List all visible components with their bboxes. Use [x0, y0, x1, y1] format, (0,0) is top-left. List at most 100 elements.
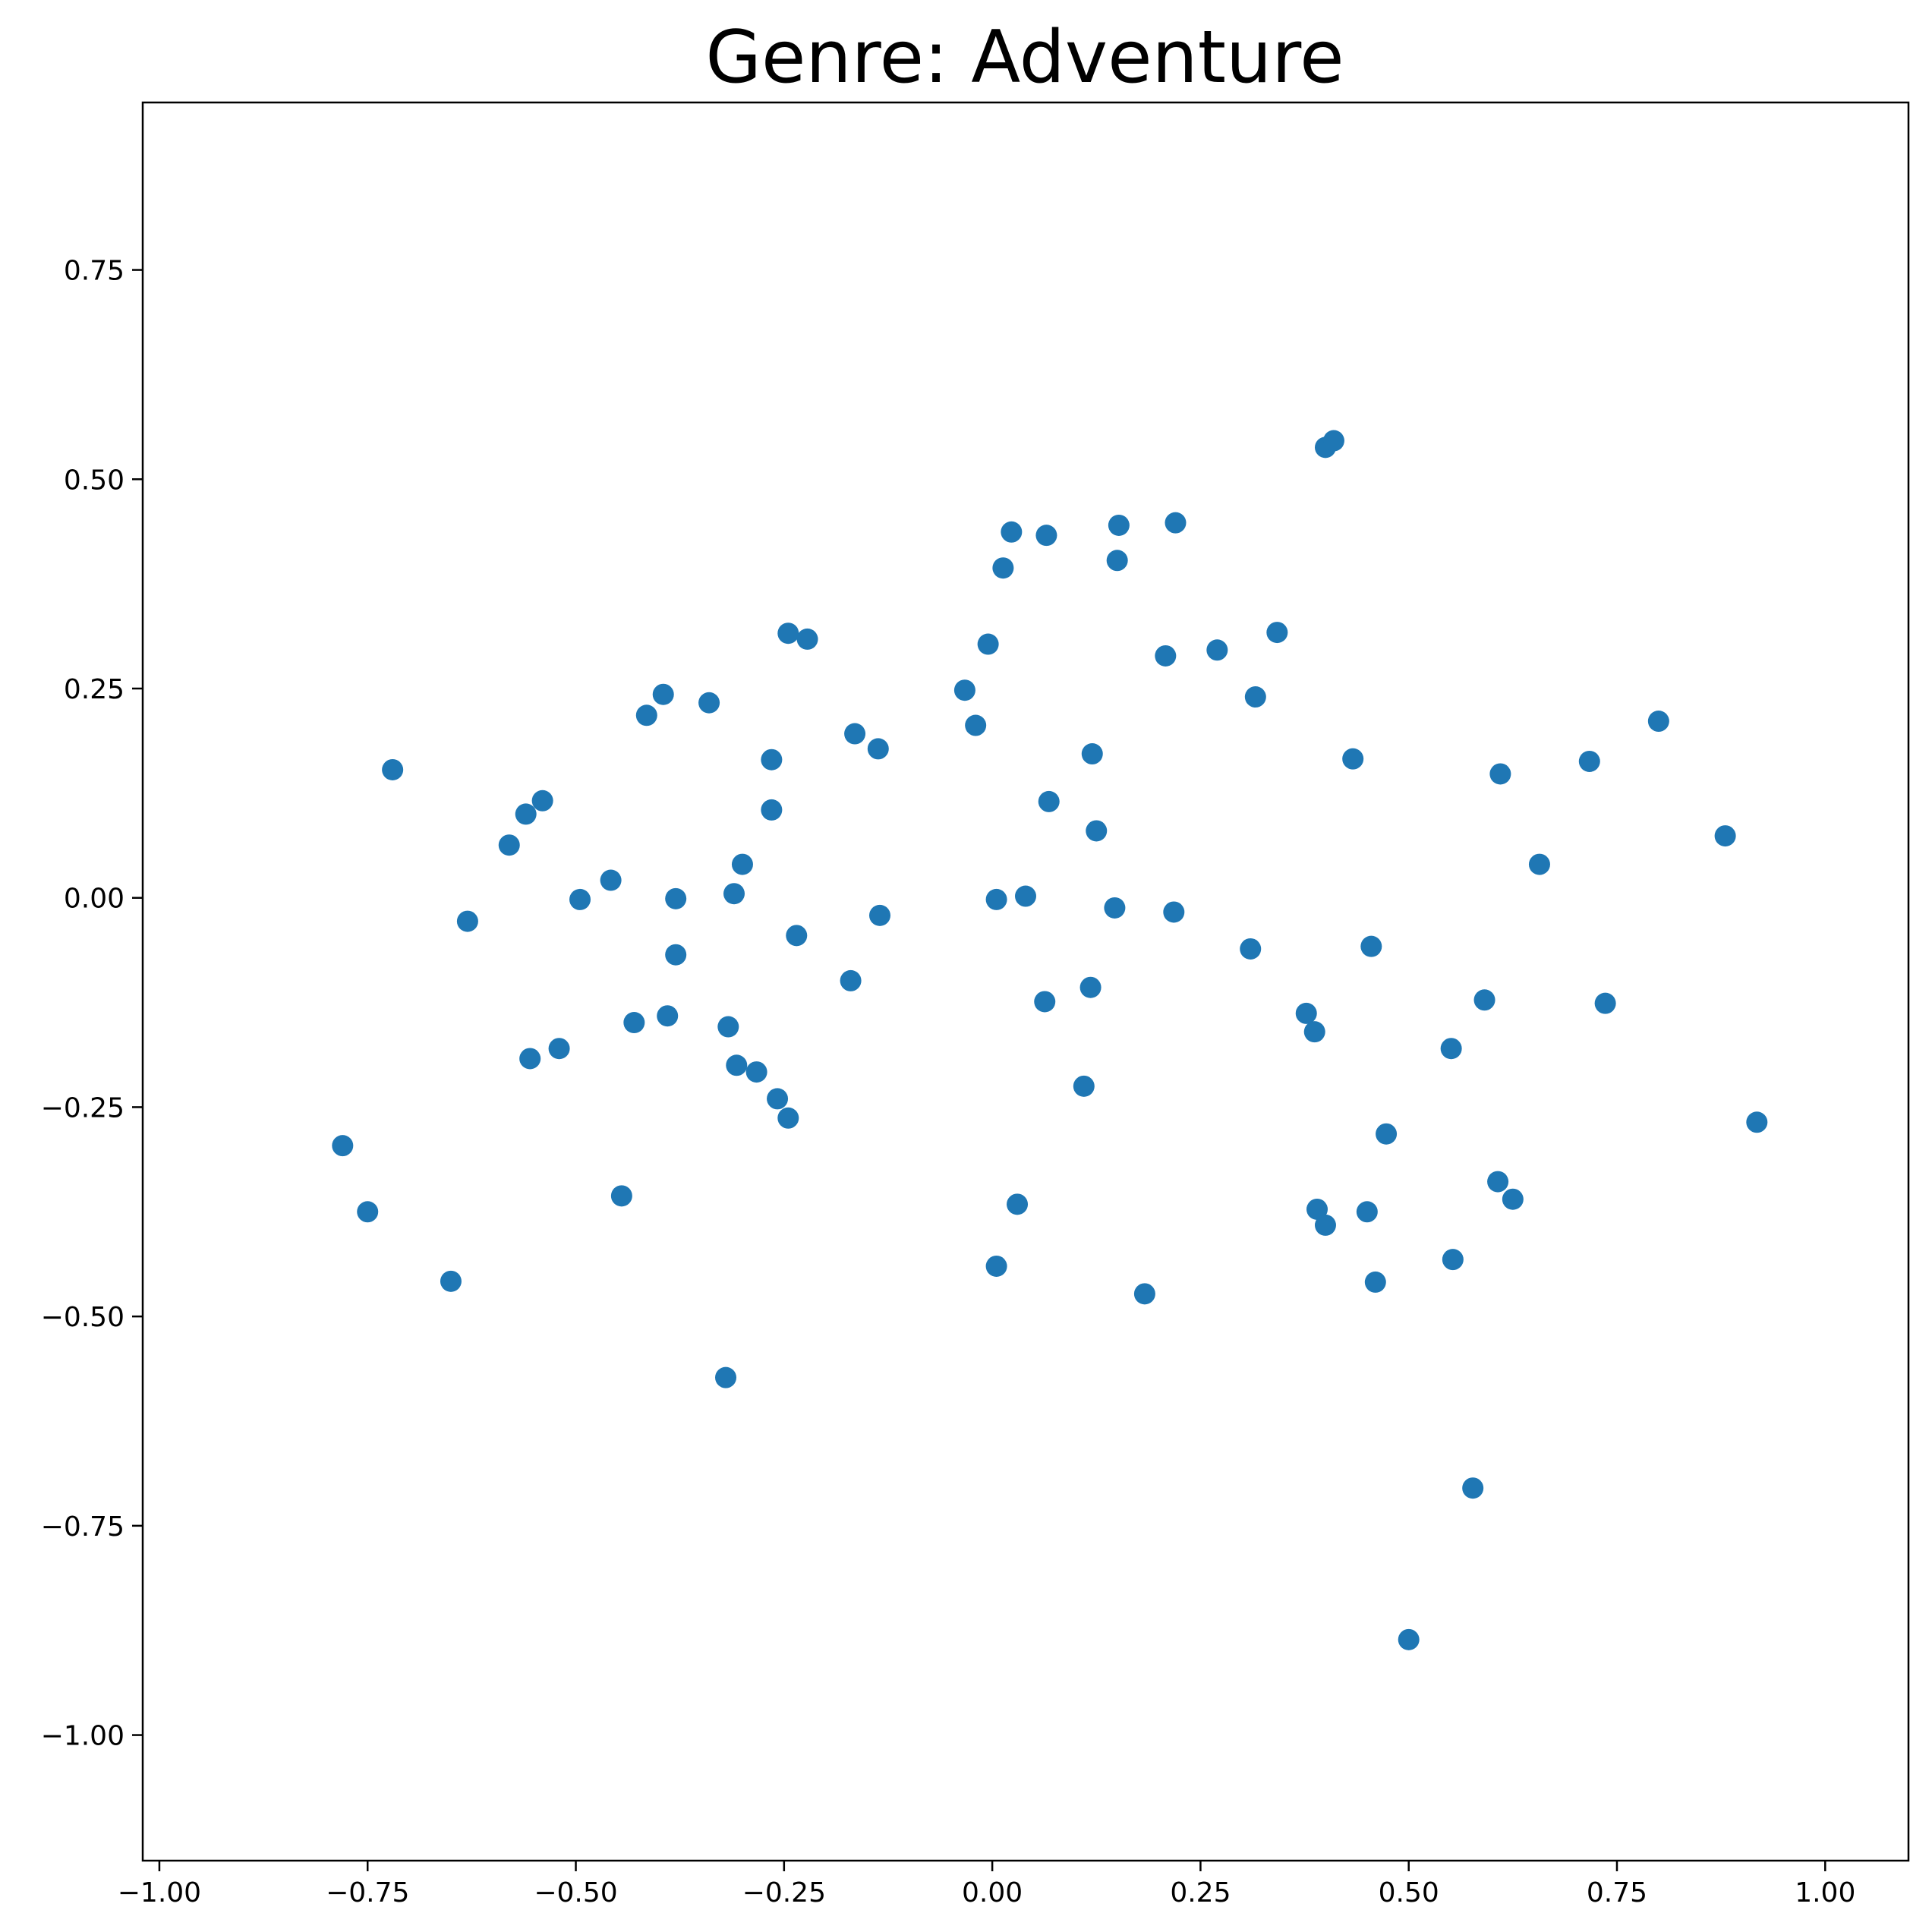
y-tick-label: −0.75 — [41, 1511, 124, 1543]
scatter-point — [1647, 711, 1669, 733]
scatter-point — [1001, 521, 1023, 543]
scatter-point — [1303, 1021, 1325, 1043]
scatter-point — [698, 692, 720, 714]
scatter-point — [1206, 639, 1228, 661]
scatter-point — [1342, 748, 1364, 770]
y-tick-label: 0.50 — [64, 465, 124, 496]
scatter-point — [515, 803, 537, 825]
scatter-point — [1295, 1002, 1317, 1024]
scatter-point — [1007, 1193, 1029, 1215]
scatter-point — [1038, 790, 1060, 812]
y-tick-label: 0.00 — [64, 884, 124, 915]
scatter-point — [1165, 512, 1187, 534]
scatter-point — [1528, 853, 1550, 875]
scatter-point — [665, 944, 687, 966]
scatter-point — [844, 723, 866, 745]
scatter-point — [1594, 992, 1616, 1014]
scatter-point — [1473, 989, 1495, 1011]
scatter-point — [1104, 897, 1126, 919]
scatter-point — [357, 1201, 379, 1223]
scatter-point — [731, 853, 753, 875]
scatter-point — [1440, 1038, 1462, 1060]
scatter-point — [519, 1048, 541, 1070]
scatter-point — [1108, 514, 1130, 536]
scatter-point — [1360, 935, 1382, 957]
ticks-layer: −1.00 −0.75 −0.50 −0.25 0.00 0.25 0.50 0.75 1.00… — [41, 256, 1856, 1908]
scatter-point — [840, 969, 862, 991]
scatter-point — [953, 679, 975, 701]
scatter-point — [440, 1270, 462, 1292]
scatter-point — [657, 1005, 679, 1027]
y-tick-label: −1.00 — [41, 1721, 124, 1752]
scatter-point — [1462, 1477, 1484, 1499]
x-tick-label: 0.25 — [1170, 1877, 1231, 1908]
x-tick-label: 0.50 — [1379, 1877, 1439, 1908]
x-tick-label: −0.25 — [742, 1877, 826, 1908]
scatter-point — [1442, 1249, 1464, 1271]
scatter-point — [610, 1185, 632, 1207]
scatter-point — [745, 1061, 767, 1083]
scatter-point — [777, 1107, 799, 1129]
scatter-point — [1364, 1271, 1386, 1293]
scatter-point — [1073, 1075, 1095, 1097]
scatter-point — [868, 904, 890, 926]
scatter-point — [1398, 1628, 1420, 1650]
scatter-point — [1244, 686, 1266, 708]
scatter-point — [1489, 763, 1511, 785]
scatter-point — [1034, 991, 1056, 1013]
scatter-point — [1746, 1111, 1768, 1133]
y-tick-label: −0.25 — [41, 1092, 124, 1124]
scatter-point — [723, 883, 745, 905]
chart-title: Genre: Adventure — [705, 16, 1344, 99]
scatter-point — [1306, 1198, 1328, 1220]
scatter-point — [635, 704, 657, 726]
scatter-point — [531, 790, 553, 812]
x-tick-label: −0.75 — [326, 1877, 409, 1908]
scatter-point — [1015, 885, 1036, 907]
scatter-point — [992, 557, 1014, 579]
scatter-point — [332, 1135, 354, 1157]
scatter-point — [652, 683, 674, 705]
scatter-point — [1356, 1201, 1378, 1223]
scatter-point — [1106, 550, 1128, 572]
scatter-point — [1133, 1283, 1155, 1305]
scatter-point — [1240, 938, 1262, 960]
scatter-point — [767, 1088, 789, 1110]
scatter-point — [1322, 430, 1344, 452]
scatter-point — [1163, 901, 1185, 923]
x-tick-label: 0.00 — [962, 1877, 1023, 1908]
scatter-point — [1578, 750, 1600, 772]
scatter-point — [1035, 525, 1057, 547]
scatter-point — [726, 1054, 748, 1076]
scatter-point — [1079, 976, 1102, 998]
scatter-point — [777, 622, 799, 645]
scatter-point — [498, 834, 520, 856]
scatter-point — [382, 758, 404, 780]
scatter-point — [1314, 1214, 1336, 1236]
scatter-point — [1502, 1188, 1524, 1210]
scatter-point — [977, 633, 999, 655]
scatter-point — [1266, 622, 1288, 644]
scatter-point — [867, 738, 889, 760]
scatter-point — [715, 1366, 737, 1388]
scatter-point — [456, 910, 478, 932]
scatter-point — [1155, 645, 1177, 667]
scatter-point — [1487, 1171, 1509, 1193]
scatter-point — [985, 1255, 1007, 1277]
x-tick-label: 0.75 — [1587, 1877, 1647, 1908]
scatter-point — [786, 925, 808, 947]
scatter-point — [665, 887, 687, 909]
scatter-point — [1714, 825, 1736, 847]
scatter-point — [1081, 743, 1103, 765]
x-tick-label: 1.00 — [1795, 1877, 1855, 1908]
scatter-point — [717, 1016, 739, 1038]
y-tick-label: 0.75 — [64, 256, 124, 287]
scatter-point — [761, 749, 783, 771]
scatter-point — [569, 888, 591, 910]
y-tick-label: 0.25 — [64, 674, 124, 705]
scatter-point — [1376, 1123, 1398, 1145]
scatter-point — [985, 888, 1007, 910]
scatter-point — [623, 1012, 645, 1034]
y-tick-label: −0.50 — [41, 1302, 124, 1333]
scatter-point — [796, 628, 818, 650]
